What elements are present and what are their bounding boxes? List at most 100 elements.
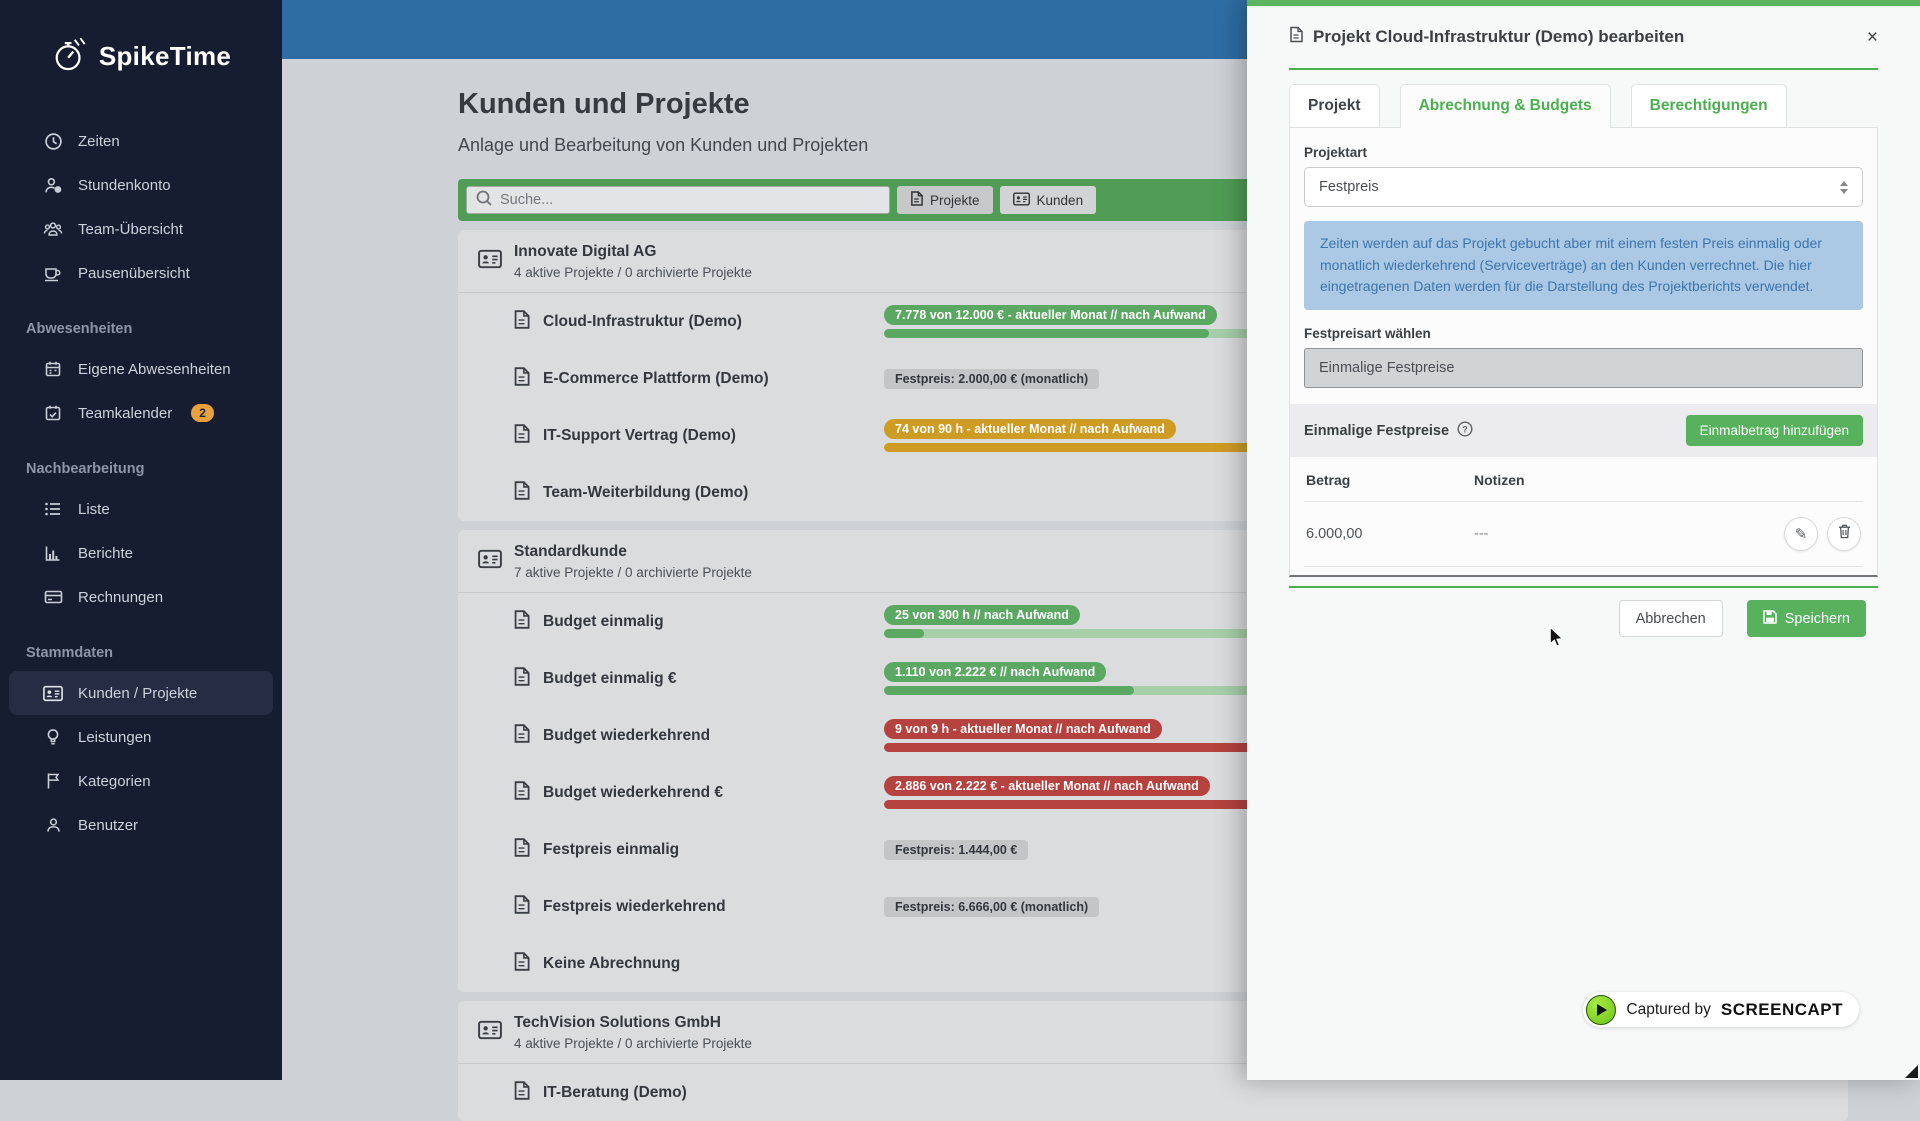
- play-icon: [1586, 995, 1616, 1025]
- customer-name: TechVision Solutions GmbH: [514, 1014, 752, 1032]
- sidebar: SpikeTime Zeiten Stundenkonto Team-Übers…: [0, 0, 282, 1080]
- mouse-cursor: [1546, 626, 1566, 653]
- invoice-icon: [43, 589, 63, 605]
- file-icon: [1289, 26, 1303, 48]
- corner-grip-icon: [1905, 1065, 1918, 1078]
- file-icon: [513, 481, 530, 505]
- user-icon: [43, 816, 63, 834]
- filter-kunden-button[interactable]: Kunden: [1000, 186, 1097, 214]
- sidebar-item-zeiten[interactable]: Zeiten: [0, 119, 282, 163]
- sidebar-item-benutzer[interactable]: Benutzer: [0, 803, 282, 847]
- budget-badge: 7.778 von 12.000 € - aktueller Monat // …: [884, 305, 1217, 325]
- coffee-icon: [43, 264, 63, 282]
- file-icon: [513, 667, 530, 691]
- sidebar-item-rechnungen[interactable]: Rechnungen: [0, 575, 282, 619]
- sidebar-item-kunden-projekte[interactable]: Kunden / Projekte: [9, 671, 273, 715]
- customer-name: Innovate Digital AG: [514, 243, 752, 261]
- file-icon: [513, 310, 530, 334]
- edit-project-panel: Projekt Cloud-Infrastruktur (Demo) bearb…: [1247, 0, 1920, 1080]
- delete-row-button[interactable]: [1827, 517, 1861, 551]
- save-button[interactable]: Speichern: [1747, 600, 1866, 637]
- sidebar-item-stundenkonto[interactable]: Stundenkonto: [0, 163, 282, 207]
- budget-badge: 25 von 300 h // nach Aufwand: [884, 605, 1080, 625]
- search-box[interactable]: [466, 186, 890, 214]
- teamkalender-count-badge: 2: [191, 404, 214, 422]
- calendar-icon: [43, 360, 63, 378]
- projektart-label: Projektart: [1304, 145, 1863, 160]
- sidebar-section-nachbearbeitung: Nachbearbeitung: [0, 435, 282, 487]
- festpreis-badge: Festpreis: 1.444,00 €: [884, 840, 1028, 860]
- customer-meta: 7 aktive Projekte / 0 archivierte Projek…: [514, 565, 752, 580]
- user-clock-icon: [43, 176, 63, 195]
- project-name: Budget wiederkehrend: [543, 727, 710, 745]
- project-name: IT-Beratung (Demo): [543, 1084, 687, 1102]
- project-name: Festpreis einmalig: [543, 841, 679, 859]
- tab-berechtigungen[interactable]: Berechtigungen: [1631, 84, 1787, 127]
- project-name: IT-Support Vertrag (Demo): [543, 427, 736, 445]
- sidebar-item-kategorien[interactable]: Kategorien: [0, 759, 282, 803]
- id-card-icon: [478, 249, 502, 274]
- clock-icon: [43, 132, 63, 151]
- id-card-icon: [478, 549, 502, 574]
- id-card-icon: [1013, 192, 1030, 209]
- file-icon: [513, 895, 530, 919]
- file-icon: [513, 424, 530, 448]
- list-icon: [43, 501, 63, 517]
- search-input[interactable]: [500, 192, 881, 208]
- sidebar-item-team-uebersicht[interactable]: Team-Übersicht: [0, 207, 282, 251]
- panel-divider: [1289, 586, 1878, 588]
- calendar-check-icon: [43, 404, 63, 422]
- help-circle-icon[interactable]: ?: [1457, 421, 1473, 441]
- file-icon: [513, 610, 530, 634]
- flag-icon: [43, 772, 63, 790]
- edit-row-button[interactable]: ✎: [1784, 517, 1818, 551]
- capture-brand: SCREENCAPT: [1721, 1000, 1843, 1020]
- festpreis-badge: Festpreis: 6.666,00 € (monatlich): [884, 897, 1099, 917]
- project-name: Cloud-Infrastruktur (Demo): [543, 313, 742, 331]
- sidebar-item-eigene-abwesenheiten[interactable]: Eigene Abwesenheiten: [0, 347, 282, 391]
- team-icon: [43, 220, 63, 238]
- close-icon[interactable]: ×: [1867, 28, 1878, 47]
- einmalbetrag-hinzufuegen-button[interactable]: Einmalbetrag hinzufügen: [1686, 415, 1863, 446]
- projektart-info-alert: Zeiten werden auf das Projekt gebucht ab…: [1304, 221, 1863, 310]
- sidebar-item-berichte[interactable]: Berichte: [0, 531, 282, 575]
- project-name: Festpreis wiederkehrend: [543, 898, 726, 916]
- betrag-value: 6.000,00: [1306, 526, 1474, 542]
- projektart-select[interactable]: Festpreis: [1304, 167, 1863, 207]
- customer-name: Standardkunde: [514, 543, 752, 561]
- tab-abrechnung-budgets[interactable]: Abrechnung & Budgets: [1400, 84, 1611, 128]
- trash-icon: [1838, 524, 1851, 544]
- filter-projekte-button[interactable]: Projekte: [897, 186, 993, 214]
- file-icon: [513, 952, 530, 976]
- einmalige-festpreise-section: Einmalige Festpreise ? Einmalbetrag hinz…: [1290, 404, 1877, 457]
- sidebar-item-leistungen[interactable]: Leistungen: [0, 715, 282, 759]
- customer-meta: 4 aktive Projekte / 0 archivierte Projek…: [514, 1036, 752, 1051]
- pencil-icon: ✎: [1795, 525, 1808, 543]
- sidebar-section-abwesenheiten: Abwesenheiten: [0, 295, 282, 347]
- project-name: Keine Abrechnung: [543, 955, 680, 973]
- project-name: E-Commerce Plattform (Demo): [543, 370, 769, 388]
- notizen-value: ---: [1474, 526, 1784, 542]
- file-icon: [513, 367, 530, 391]
- select-chevrons-icon: [1840, 181, 1848, 194]
- app-name: SpikeTime: [99, 41, 231, 72]
- sidebar-item-teamkalender[interactable]: Teamkalender 2: [0, 391, 282, 435]
- budget-badge: 9 von 9 h - aktueller Monat // nach Aufw…: [884, 719, 1162, 739]
- sidebar-item-pausenuebersicht[interactable]: Pausenübersicht: [0, 251, 282, 295]
- budget-badge: 1.110 von 2.222 € // nach Aufwand: [884, 662, 1106, 682]
- festpreis-badge: Festpreis: 2.000,00 € (monatlich): [884, 369, 1099, 389]
- col-betrag: Betrag: [1306, 472, 1474, 488]
- festpreis-table-header: Betrag Notizen: [1304, 457, 1863, 502]
- sidebar-item-liste[interactable]: Liste: [0, 487, 282, 531]
- app-logo: SpikeTime: [0, 36, 282, 77]
- capture-badge: Captured by SCREENCAPT: [1583, 992, 1859, 1027]
- col-notizen: Notizen: [1474, 472, 1525, 488]
- cancel-button[interactable]: Abbrechen: [1619, 600, 1723, 637]
- tab-content-card: Projektart Festpreis Zeiten werden auf d…: [1289, 127, 1878, 577]
- panel-title: Projekt Cloud-Infrastruktur (Demo) bearb…: [1313, 27, 1857, 47]
- tab-projekt[interactable]: Projekt: [1289, 84, 1380, 127]
- budget-badge: 74 von 90 h - aktueller Monat // nach Au…: [884, 419, 1176, 439]
- customer-meta: 4 aktive Projekte / 0 archivierte Projek…: [514, 265, 752, 280]
- id-card-icon: [43, 685, 63, 702]
- id-card-icon: [478, 1020, 502, 1045]
